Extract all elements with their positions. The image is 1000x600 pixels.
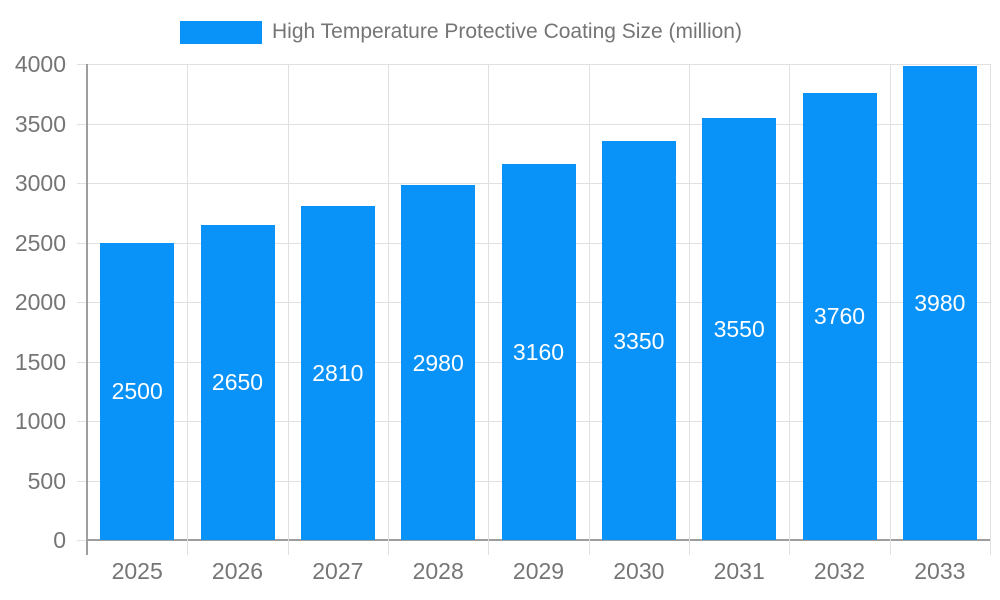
- x-tick-mark: [789, 540, 790, 555]
- y-tick-label: 3000: [14, 170, 66, 196]
- x-tick-label: 2026: [211, 558, 264, 584]
- y-tick-mark: [77, 421, 87, 422]
- v-gridline: [789, 64, 790, 540]
- bar: [902, 66, 977, 540]
- y-tick-mark: [77, 361, 87, 363]
- y-tick-label: 4000: [14, 51, 66, 77]
- y-tick-mark: [77, 123, 87, 125]
- y-tick-mark: [77, 480, 87, 482]
- y-tick-label: 1500: [14, 348, 66, 375]
- x-tick-label: 2032: [813, 558, 866, 584]
- bar-value-label: 3550: [713, 315, 765, 342]
- plot-area: 0 500 1000 1500 2000 2500 3000 3500 4000 2500 2025…: [15, 51, 991, 584]
- v-gridline: [990, 64, 991, 540]
- y-tick-mark: [77, 183, 87, 184]
- x-tick-mark: [589, 540, 590, 555]
- x-tick-mark: [288, 540, 289, 555]
- bar-value-label: 3350: [613, 327, 665, 354]
- legend-label: High Temperature Protective Coating Size…: [272, 20, 742, 43]
- x-tick-mark: [990, 540, 991, 555]
- bar-value-label: 3980: [914, 290, 966, 317]
- bar: [200, 224, 275, 540]
- bar-value-label: 2980: [412, 349, 464, 376]
- bar: [601, 141, 676, 540]
- bar: [702, 117, 777, 540]
- bar: [802, 92, 877, 540]
- y-tick-mark: [77, 540, 87, 541]
- bar-value-label: 2810: [312, 359, 364, 386]
- y-tick-label: 0: [53, 527, 66, 553]
- y-tick-mark: [77, 64, 87, 65]
- y-tick-label: 2000: [14, 289, 66, 315]
- legend-swatch: [180, 20, 262, 44]
- x-tick-label: 2031: [713, 558, 765, 584]
- bar: [501, 163, 576, 540]
- y-tick-label: 2500: [14, 229, 66, 256]
- bar-value-label: 3160: [512, 338, 565, 365]
- x-tick-label: 2027: [312, 558, 364, 584]
- legend: High Temperature Protective Coating Size…: [180, 18, 742, 46]
- y-tick-label: 1000: [14, 408, 66, 434]
- bar-value-label: 2500: [111, 378, 163, 405]
- y-tick-mark: [77, 302, 87, 303]
- h-gridline: [87, 64, 990, 65]
- v-gridline: [589, 64, 590, 540]
- x-tick-mark: [689, 540, 690, 555]
- v-gridline: [288, 64, 289, 540]
- x-tick-label: 2033: [914, 558, 966, 584]
- x-tick-label: 2025: [111, 558, 163, 584]
- x-tick-label: 2029: [512, 558, 565, 584]
- bar: [100, 242, 175, 540]
- v-gridline: [187, 64, 188, 540]
- v-gridline: [488, 64, 489, 540]
- bar-value-label: 2650: [211, 369, 264, 396]
- v-gridline: [689, 64, 690, 540]
- bar: [300, 205, 375, 540]
- x-tick-mark: [388, 540, 389, 555]
- x-tick-mark: [488, 540, 489, 555]
- y-axis-line: [86, 64, 88, 540]
- bar: [401, 185, 476, 540]
- bar-value-label: 3760: [813, 303, 866, 330]
- y-tick-label: 3500: [14, 110, 66, 137]
- x-tick-label: 2028: [412, 558, 464, 584]
- x-tick-mark: [86, 540, 88, 555]
- y-tick-label: 500: [27, 467, 66, 494]
- x-tick-label: 2030: [613, 558, 665, 584]
- y-tick-mark: [77, 242, 87, 244]
- v-gridline: [388, 64, 389, 540]
- x-tick-mark: [890, 540, 891, 555]
- x-tick-mark: [187, 540, 188, 555]
